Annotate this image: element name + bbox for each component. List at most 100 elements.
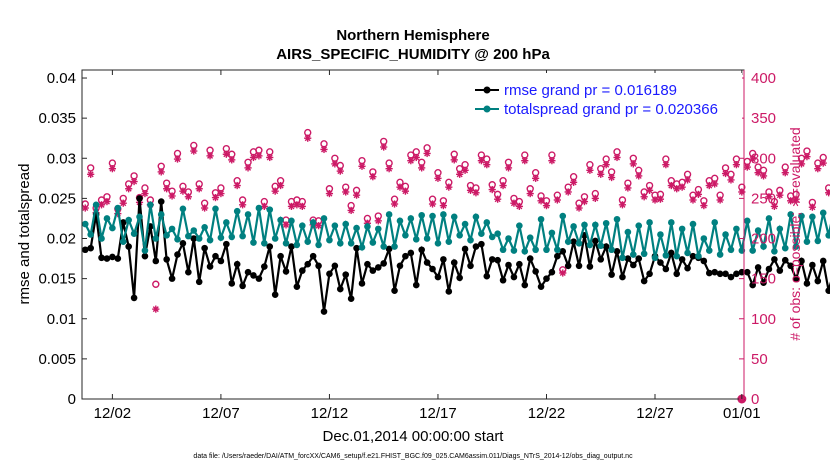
obs-evaluated-marker xyxy=(157,168,165,176)
rmse-point xyxy=(358,280,366,287)
rmse-point xyxy=(467,262,474,270)
rmse-point xyxy=(592,237,599,245)
obs-evaluated-marker xyxy=(461,166,469,174)
rmse-point xyxy=(619,273,626,281)
obs-evaluated-marker xyxy=(749,155,757,163)
rmse-point xyxy=(141,252,149,260)
rmse-point xyxy=(537,283,545,290)
totalspread-point xyxy=(385,211,393,218)
rmse-point xyxy=(369,267,377,274)
totalspread-point xyxy=(103,215,111,222)
obs-evaluated-marker xyxy=(819,159,827,167)
totalspread-point xyxy=(819,209,827,217)
rmse-point xyxy=(233,260,241,268)
rmse-point xyxy=(657,259,664,266)
y-tick-label-right: 200 xyxy=(751,231,776,248)
totalspread-point xyxy=(277,216,284,224)
rmse-point xyxy=(483,272,491,280)
rmse-point xyxy=(98,254,105,262)
totalspread-point xyxy=(635,222,643,229)
obs-evaluated-marker xyxy=(673,185,681,193)
totalspread-point xyxy=(244,211,252,218)
obs-evaluated-marker xyxy=(255,152,263,160)
obs-evaluated-marker xyxy=(325,189,334,198)
rmse-point xyxy=(705,269,713,277)
legend-totalspread-label: totalspread grand pr = 0.020366 xyxy=(504,101,718,118)
totalspread-point xyxy=(733,225,740,233)
totalspread-point xyxy=(109,224,116,232)
totalspread-point xyxy=(564,238,572,246)
totalspread-point xyxy=(619,254,626,262)
obs-evaluated-marker xyxy=(320,145,328,154)
rmse-point xyxy=(613,248,621,255)
totalspread-point xyxy=(494,230,501,237)
rmse-point xyxy=(738,268,746,276)
obs-evaluated-marker xyxy=(797,160,806,168)
rmse-point xyxy=(434,273,442,281)
obs-evaluated-marker xyxy=(635,172,643,180)
obs-evaluated-marker xyxy=(678,183,686,191)
rmse-point xyxy=(179,240,187,247)
rmse-point xyxy=(223,240,230,248)
totalspread-point xyxy=(640,250,648,258)
obs-evaluated-marker xyxy=(190,147,198,155)
totalspread-point xyxy=(114,204,122,212)
obs-evaluated-marker xyxy=(293,201,301,209)
obs-evaluated-marker xyxy=(298,202,306,211)
totalspread-point xyxy=(250,239,257,246)
rmse-point xyxy=(488,256,496,263)
obs-evaluated-marker xyxy=(304,134,312,142)
obs-evaluated-marker xyxy=(559,269,567,277)
y-tick-label-right: 0 xyxy=(751,391,759,408)
rmse-point xyxy=(87,244,94,252)
totalspread-point xyxy=(434,240,442,247)
rmse-point xyxy=(689,252,697,260)
legend-box xyxy=(470,73,742,119)
totalspread-point xyxy=(602,219,610,227)
totalspread-point xyxy=(342,220,350,228)
obs-evaluated-marker xyxy=(645,186,654,194)
obs-evaluated-marker xyxy=(532,174,540,182)
obs-evaluated-marker xyxy=(683,176,692,184)
y-axis-label-left: rmse and totalspread xyxy=(16,164,33,305)
y-tick-label-right: 400 xyxy=(751,70,776,87)
totalspread-point xyxy=(315,241,322,249)
rmse-point xyxy=(412,281,420,289)
totalspread-point xyxy=(125,216,132,224)
totalspread-point xyxy=(548,229,556,237)
legend-totalspread-marker xyxy=(483,105,491,113)
rmse-point xyxy=(678,256,686,263)
totalspread-point xyxy=(423,235,431,242)
totalspread-point xyxy=(163,232,170,239)
rmse-point xyxy=(342,271,350,278)
obs-evaluated-marker xyxy=(814,165,822,173)
obs-evaluated-marker xyxy=(521,157,529,165)
obs-evaluated-marker xyxy=(374,217,382,225)
obs-evaluated-marker xyxy=(694,190,703,198)
totalspread-point xyxy=(803,238,811,246)
rmse-point xyxy=(548,268,556,276)
y-tick-label-left: 0.03 xyxy=(47,150,76,167)
obs-evaluated-marker xyxy=(651,196,659,204)
obs-evaluated-marker xyxy=(445,183,453,191)
totalspread-point xyxy=(206,236,214,244)
totalspread-point xyxy=(369,239,377,246)
obs-evaluated-marker xyxy=(743,163,751,171)
totalspread-point xyxy=(440,211,447,218)
rmse-point xyxy=(119,219,127,226)
obs-evaluated-marker xyxy=(499,181,507,190)
totalspread-point xyxy=(429,212,436,220)
obs-evaluated-marker xyxy=(472,189,480,197)
x-tick-label: 12/07 xyxy=(202,405,240,422)
totalspread-point xyxy=(391,243,398,250)
obs-possible-marker xyxy=(152,280,160,288)
rmse-point xyxy=(391,287,398,294)
rmse-point xyxy=(407,249,415,257)
x-tick-label: 12/12 xyxy=(311,405,349,422)
obs-evaluated-marker xyxy=(553,196,561,204)
totalspread-point xyxy=(445,238,453,246)
totalspread-point xyxy=(570,223,577,230)
rmse-point xyxy=(819,257,827,265)
rmse-point xyxy=(505,261,512,269)
rmse-point xyxy=(81,246,89,254)
